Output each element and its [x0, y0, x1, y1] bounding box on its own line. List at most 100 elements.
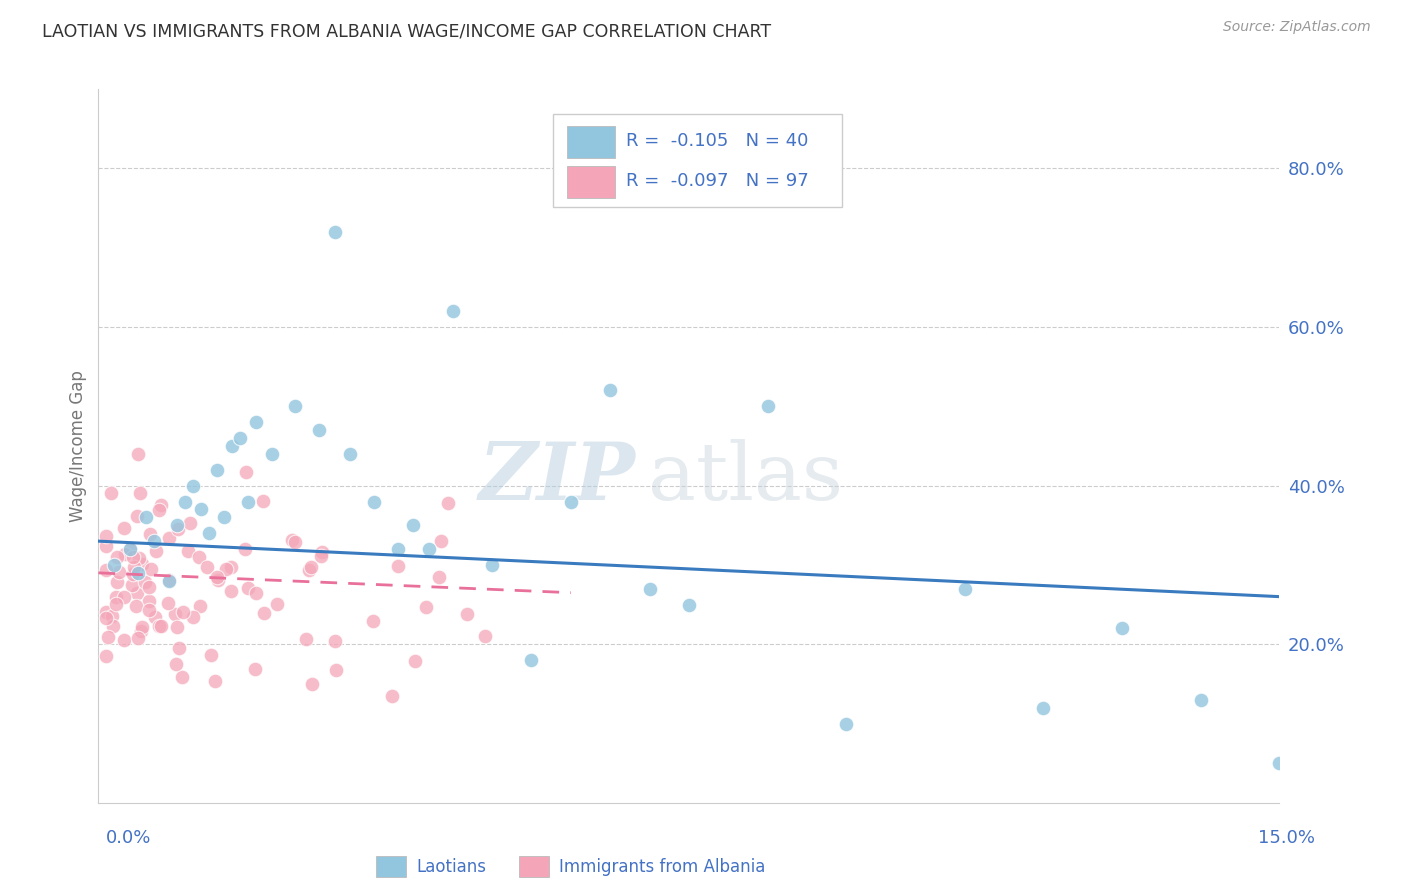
Point: [437, 495, 460, 509]
Point: [235, 465, 257, 479]
Text: LAOTIAN VS IMMIGRANTS FROM ALBANIA WAGE/INCOME GAP CORRELATION CHART: LAOTIAN VS IMMIGRANTS FROM ALBANIA WAGE/…: [42, 22, 772, 40]
Point: [157, 573, 180, 587]
Point: [638, 582, 661, 596]
Point: [427, 570, 450, 584]
Point: [1111, 621, 1133, 635]
Point: [177, 543, 200, 558]
Point: [96, 529, 118, 543]
Point: [309, 549, 332, 563]
Text: Source: ZipAtlas.com: Source: ZipAtlas.com: [1223, 20, 1371, 34]
Point: [96, 563, 118, 577]
Point: [221, 439, 243, 453]
Point: [166, 620, 188, 634]
Point: [105, 549, 128, 564]
Point: [150, 619, 173, 633]
Point: [756, 400, 779, 414]
FancyBboxPatch shape: [567, 166, 614, 198]
Point: [953, 582, 976, 596]
Point: [145, 544, 167, 558]
Point: [219, 584, 242, 599]
Point: [339, 447, 361, 461]
Point: [456, 607, 478, 621]
Point: [139, 526, 162, 541]
Text: R =  -0.105   N = 40: R = -0.105 N = 40: [626, 132, 808, 150]
Point: [100, 486, 122, 500]
Point: [1189, 692, 1212, 706]
Point: [207, 573, 229, 587]
Point: [127, 566, 149, 580]
Point: [294, 632, 316, 646]
Point: [128, 550, 150, 565]
Point: [148, 503, 170, 517]
FancyBboxPatch shape: [567, 127, 614, 159]
Point: [112, 521, 135, 535]
Point: [233, 542, 256, 557]
Point: [103, 558, 125, 572]
Point: [157, 596, 180, 610]
Point: [197, 526, 219, 541]
Point: [441, 304, 464, 318]
Point: [204, 674, 226, 689]
Point: [215, 561, 238, 575]
Point: [97, 630, 120, 644]
Point: [200, 648, 222, 663]
Point: [284, 534, 307, 549]
Point: [266, 597, 288, 611]
Point: [323, 225, 346, 239]
Point: [108, 566, 131, 580]
Text: 15.0%: 15.0%: [1257, 829, 1315, 847]
Point: [301, 677, 323, 691]
Point: [1032, 700, 1054, 714]
Point: [122, 567, 145, 582]
Point: [139, 562, 162, 576]
Point: [166, 518, 188, 533]
Point: [112, 590, 135, 604]
Point: [404, 654, 426, 668]
Point: [122, 560, 145, 574]
Point: [131, 619, 153, 633]
Point: [205, 463, 228, 477]
Point: [520, 653, 543, 667]
Point: [387, 558, 409, 573]
Point: [429, 533, 451, 548]
Point: [105, 575, 128, 590]
Point: [118, 542, 141, 557]
Point: [167, 641, 190, 656]
Point: [236, 494, 259, 508]
Point: [135, 510, 157, 524]
Text: 0.0%: 0.0%: [105, 829, 150, 847]
Point: [214, 510, 236, 524]
Point: [188, 599, 211, 613]
Point: [165, 657, 187, 671]
Text: atlas: atlas: [648, 439, 842, 517]
Point: [195, 560, 218, 574]
Point: [134, 574, 156, 589]
Point: [245, 586, 267, 600]
Point: [122, 549, 145, 564]
Point: [323, 634, 346, 648]
Point: [281, 533, 304, 547]
Point: [308, 423, 330, 437]
Point: [127, 447, 149, 461]
Point: [96, 539, 118, 553]
Point: [284, 400, 307, 414]
Point: [183, 610, 205, 624]
Point: [190, 502, 212, 516]
Point: [127, 631, 149, 645]
Point: [124, 599, 146, 614]
Point: [100, 609, 122, 624]
Point: [361, 614, 384, 628]
Point: [560, 494, 582, 508]
Point: [363, 494, 385, 508]
Point: [229, 431, 252, 445]
Point: [138, 594, 160, 608]
Point: [96, 605, 118, 619]
Point: [252, 493, 274, 508]
Point: [311, 545, 333, 559]
Point: [105, 597, 128, 611]
Point: [163, 607, 186, 621]
Point: [298, 563, 321, 577]
Point: [128, 485, 150, 500]
Point: [599, 384, 621, 398]
Point: [150, 498, 173, 512]
